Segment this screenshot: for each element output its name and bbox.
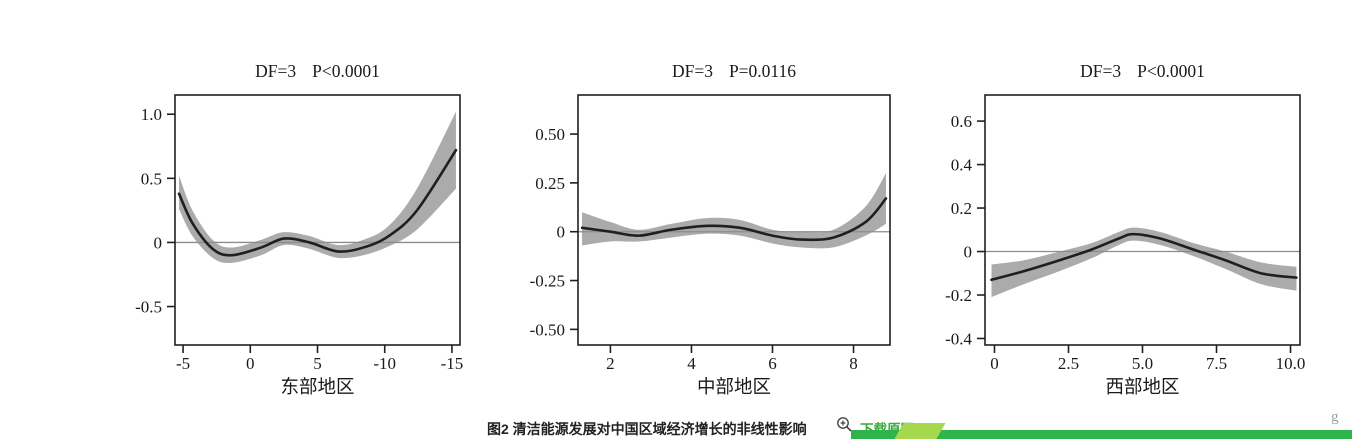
download-banner[interactable]: [851, 430, 1352, 439]
panel-title: DF=3 P<0.0001: [1080, 61, 1205, 81]
y-tick-label: 1.0: [141, 105, 162, 124]
y-tick-label: 0.4: [951, 156, 973, 175]
x-tick-label: 10.0: [1276, 354, 1306, 373]
x-tick-label: 4: [687, 354, 696, 373]
confidence-band: [179, 111, 456, 264]
x-tick-label: 5.0: [1132, 354, 1153, 373]
fit-curve: [177, 148, 458, 257]
chart-panel-2: 0.6 0.4 0.2 0 -0.2 -0.4 0 2.5 5.0 7.5 10.0 DF=3 P<0.…: [945, 61, 1305, 398]
chart-panel-1: 0.50 0.25 0 -0.25 -0.50 2 4 6 8 DF=3 P=0.0116 中部地区: [530, 61, 891, 398]
y-tick-label: 0.5: [141, 169, 162, 188]
x-tick-label: 0: [246, 354, 255, 373]
chart-panel-0: 1.0 0.5 0 -0.5 -5 0 5 -10 -15 DF=3 P<0.0001 东部地区: [135, 61, 463, 398]
y-tick-label: 0.25: [535, 174, 565, 193]
x-axis-label: 东部地区: [280, 377, 354, 398]
stray-letter: g: [1331, 409, 1339, 425]
axis-frame: [577, 94, 891, 346]
figure-caption: 图2 清洁能源发展对中国区域经济增长的非线性影响: [487, 421, 807, 437]
y-tick-label: 0.50: [535, 125, 565, 144]
x-tick-label: 7.5: [1206, 354, 1227, 373]
y-tick-label: 0: [154, 233, 163, 252]
x-tick-label: -15: [441, 354, 464, 373]
y-tick-label: -0.4: [945, 329, 972, 348]
zoom-in-icon[interactable]: [836, 416, 853, 433]
y-tick-label: 0: [557, 223, 566, 242]
x-tick-label: 0: [990, 354, 999, 373]
x-tick-label: 8: [849, 354, 858, 373]
fit-curve: [990, 232, 1298, 282]
x-tick-label: -5: [176, 354, 190, 373]
y-tick-label: -0.50: [530, 320, 565, 339]
x-tick-label: 2: [606, 354, 615, 373]
y-tick-label: 0: [964, 243, 973, 262]
y-tick-label: 0.6: [951, 112, 972, 131]
x-axis-label: 西部地区: [1105, 377, 1179, 398]
x-tick-label: 2.5: [1058, 354, 1079, 373]
fit-curve: [580, 197, 888, 242]
x-axis-label: 中部地区: [697, 377, 771, 398]
panel-title: DF=3 P<0.0001: [255, 61, 380, 81]
confidence-band: [991, 227, 1297, 298]
y-tick-label: -0.25: [530, 272, 565, 291]
x-tick-label: 6: [768, 354, 777, 373]
axis-frame: [984, 94, 1301, 346]
y-tick-label: 0.2: [951, 199, 972, 218]
x-tick-label: -10: [373, 354, 396, 373]
panel-title: DF=3 P=0.0116: [672, 61, 796, 81]
x-tick-label: 5: [313, 354, 322, 373]
y-tick-label: -0.5: [135, 298, 162, 317]
y-tick-label: -0.2: [945, 286, 972, 305]
confidence-band: [582, 173, 886, 249]
